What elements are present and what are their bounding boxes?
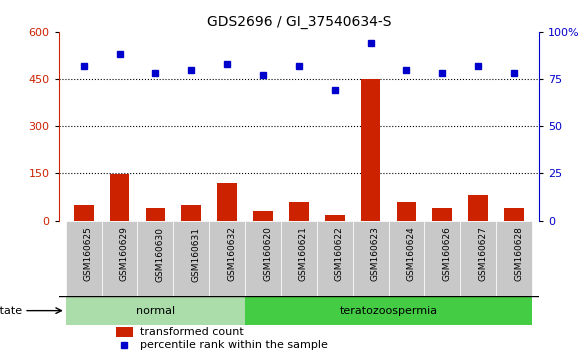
Text: GSM160624: GSM160624 xyxy=(407,227,415,281)
Text: GSM160629: GSM160629 xyxy=(120,227,128,281)
Text: GSM160621: GSM160621 xyxy=(299,227,308,281)
Text: GSM160626: GSM160626 xyxy=(442,227,451,281)
FancyBboxPatch shape xyxy=(138,221,173,296)
FancyBboxPatch shape xyxy=(66,221,101,296)
FancyBboxPatch shape xyxy=(101,221,138,296)
FancyBboxPatch shape xyxy=(173,221,209,296)
Bar xyxy=(217,183,237,221)
Text: GSM160623: GSM160623 xyxy=(370,227,380,281)
Bar xyxy=(253,211,273,221)
Text: GSM160631: GSM160631 xyxy=(191,227,200,281)
Bar xyxy=(245,296,532,325)
Bar xyxy=(289,202,309,221)
Bar xyxy=(397,202,416,221)
Text: transformed count: transformed count xyxy=(140,327,244,337)
Text: GSM160628: GSM160628 xyxy=(514,227,523,281)
Bar xyxy=(66,296,245,325)
Text: GSM160620: GSM160620 xyxy=(263,227,272,281)
Text: percentile rank within the sample: percentile rank within the sample xyxy=(140,341,328,350)
FancyBboxPatch shape xyxy=(317,221,353,296)
FancyBboxPatch shape xyxy=(496,221,532,296)
Bar xyxy=(504,208,524,221)
FancyBboxPatch shape xyxy=(281,221,317,296)
Text: disease state: disease state xyxy=(0,306,23,316)
Text: GSM160630: GSM160630 xyxy=(155,227,165,281)
Bar xyxy=(145,208,165,221)
Bar xyxy=(116,327,133,337)
Text: GSM160625: GSM160625 xyxy=(84,227,93,281)
FancyBboxPatch shape xyxy=(460,221,496,296)
Bar xyxy=(182,205,201,221)
Bar xyxy=(432,208,452,221)
Bar xyxy=(325,215,345,221)
Text: normal: normal xyxy=(136,306,175,316)
Text: teratozoospermia: teratozoospermia xyxy=(339,306,438,316)
Bar xyxy=(110,174,130,221)
Text: GSM160627: GSM160627 xyxy=(478,227,487,281)
Text: GSM160622: GSM160622 xyxy=(335,227,344,281)
FancyBboxPatch shape xyxy=(245,221,281,296)
FancyBboxPatch shape xyxy=(389,221,424,296)
Text: GSM160632: GSM160632 xyxy=(227,227,236,281)
FancyBboxPatch shape xyxy=(353,221,389,296)
Title: GDS2696 / GI_37540634-S: GDS2696 / GI_37540634-S xyxy=(207,16,391,29)
FancyBboxPatch shape xyxy=(424,221,460,296)
FancyBboxPatch shape xyxy=(209,221,245,296)
Bar xyxy=(468,195,488,221)
Bar xyxy=(361,79,380,221)
Bar xyxy=(74,205,94,221)
